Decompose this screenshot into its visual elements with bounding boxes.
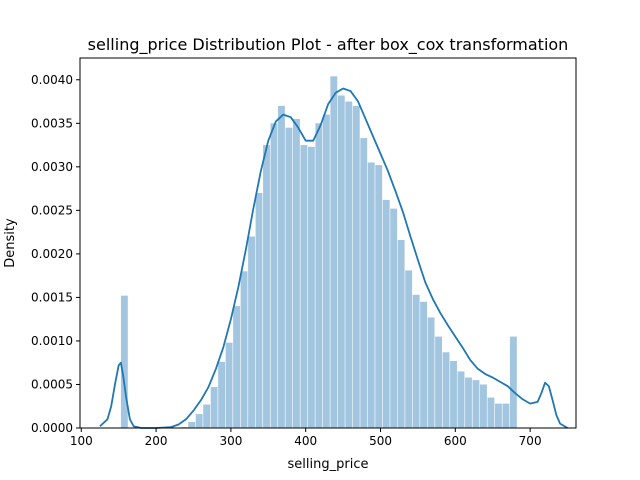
- x-axis-ticks: 100 200 300 400 500 600 700: [70, 428, 542, 448]
- histogram-bar: [263, 145, 270, 428]
- y-tick-label: 0.0035: [31, 116, 73, 130]
- y-tick-label: 0.0020: [31, 247, 73, 261]
- histogram-bar: [397, 239, 405, 428]
- y-axis-ticks: 0.0000 0.0005 0.0010 0.0015 0.0020 0.0025 0.00…: [31, 73, 80, 435]
- histogram-bar: [195, 414, 203, 428]
- histogram-bar: [337, 95, 345, 428]
- x-tick-label: 200: [145, 434, 168, 448]
- histogram-bar: [494, 403, 502, 428]
- x-tick-label: 600: [444, 434, 467, 448]
- histogram-bar: [120, 295, 128, 428]
- histogram-bar: [480, 384, 487, 428]
- histogram-bar: [225, 342, 233, 428]
- y-tick-label: 0.0025: [31, 203, 73, 217]
- histogram-bar: [435, 336, 443, 428]
- histogram-bar: [315, 123, 323, 428]
- histogram-bar: [233, 306, 241, 428]
- histogram-bar: [442, 352, 450, 428]
- x-tick-label: 400: [294, 434, 317, 448]
- x-axis-label: selling_price: [288, 457, 369, 472]
- histogram-bar: [472, 380, 480, 428]
- histogram-bar: [300, 145, 308, 428]
- x-tick-label: 500: [369, 434, 392, 448]
- histogram-bar: [375, 165, 383, 429]
- y-axis-label: Density: [3, 218, 18, 268]
- histogram-bar: [255, 192, 263, 428]
- x-tick-label: 100: [70, 434, 93, 448]
- y-tick-label: 0.0000: [31, 421, 73, 435]
- plot-frame: [79, 57, 577, 429]
- histogram-bar: [345, 101, 353, 428]
- histogram-bar: [203, 404, 211, 428]
- histogram-bar: [487, 397, 495, 428]
- histogram-bar: [465, 377, 472, 428]
- histogram-bar: [218, 361, 226, 428]
- histogram-bar: [412, 294, 420, 428]
- histogram-bar: [240, 271, 248, 428]
- histogram-bar: [367, 162, 375, 428]
- histogram-bar: [427, 317, 435, 428]
- histogram-bar: [405, 270, 413, 428]
- histogram-bar: [188, 421, 196, 428]
- histogram-bar: [330, 76, 338, 429]
- y-tick-label: 0.0010: [31, 334, 73, 348]
- histogram-bar: [457, 371, 465, 428]
- histogram-bar: [382, 199, 390, 428]
- histogram-bar: [352, 105, 360, 428]
- histogram-bar: [248, 236, 255, 428]
- histogram-bar: [360, 138, 368, 428]
- histogram-bars: [120, 76, 517, 429]
- histogram-bar: [390, 208, 398, 428]
- y-tick-label: 0.0040: [31, 73, 73, 87]
- histogram-bar: [210, 387, 218, 428]
- histogram-bar: [292, 118, 300, 429]
- histogram-bar: [285, 127, 293, 428]
- histogram-bar: [509, 336, 517, 428]
- histogram-bar: [420, 301, 428, 428]
- histogram-bar: [450, 360, 457, 428]
- histogram-bar: [270, 123, 278, 428]
- y-tick-label: 0.0005: [31, 377, 73, 391]
- histogram-bar: [322, 114, 330, 429]
- x-tick-label: 700: [519, 434, 542, 448]
- histogram-bar: [502, 403, 510, 428]
- histogram-bar: [307, 146, 315, 429]
- chart-title: selling_price Distribution Plot - after …: [88, 35, 569, 55]
- y-tick-label: 0.0015: [31, 290, 73, 304]
- x-tick-label: 300: [219, 434, 242, 448]
- histogram-bar: [278, 105, 285, 428]
- y-tick-label: 0.0030: [31, 160, 73, 174]
